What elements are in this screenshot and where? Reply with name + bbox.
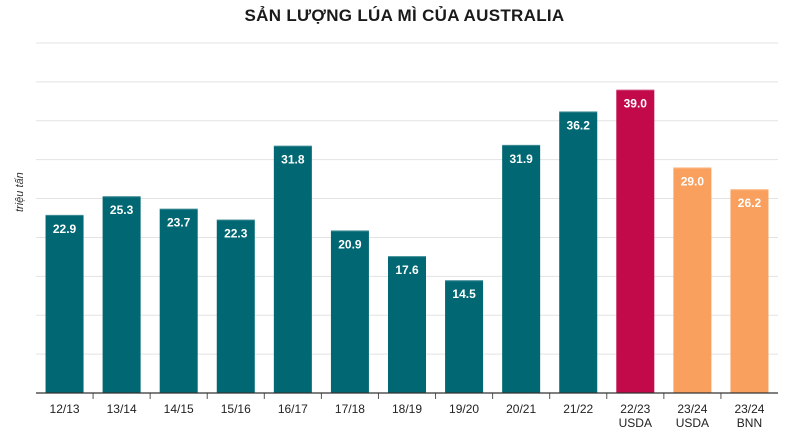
data-label: 17.6: [395, 263, 419, 277]
x-tick-label: USDA: [619, 416, 652, 430]
bar: [273, 145, 312, 393]
x-tick-label: 18/19: [392, 402, 422, 416]
data-label: 25.3: [110, 203, 134, 217]
x-tick-label: 21/22: [563, 402, 593, 416]
x-tick-label: 17/18: [335, 402, 365, 416]
data-label: 26.2: [738, 196, 762, 210]
bar: [673, 167, 712, 393]
x-tick-label: 15/16: [221, 402, 251, 416]
bar: [388, 256, 426, 393]
data-label: 31.8: [281, 153, 305, 167]
x-tick-label: 16/17: [278, 402, 308, 416]
bar: [330, 230, 369, 393]
bar: [159, 208, 198, 393]
x-tick-label: 22/23: [620, 402, 650, 416]
bar: [102, 196, 141, 393]
chart-title: SẢN LƯỢNG LÚA MÌ CỦA AUSTRALIA: [244, 6, 565, 25]
bar: [216, 219, 255, 393]
x-tick-label: 13/14: [107, 402, 137, 416]
data-label: 23.7: [167, 216, 191, 230]
bar: [445, 280, 484, 393]
data-label: 22.9: [53, 222, 77, 236]
bar: [502, 144, 541, 393]
data-label: 22.3: [224, 227, 248, 241]
bar: [45, 214, 84, 393]
x-tick-label: 20/21: [506, 402, 536, 416]
data-label: 31.9: [509, 152, 533, 166]
x-tick-label: 14/15: [164, 402, 194, 416]
x-tick-label: USDA: [676, 416, 709, 430]
x-tick-label: 19/20: [449, 402, 479, 416]
x-tick-label: 23/24: [734, 402, 764, 416]
bar: [559, 111, 598, 393]
data-label: 39.0: [624, 97, 648, 111]
x-tick-label: 12/13: [50, 402, 80, 416]
data-label: 20.9: [338, 237, 362, 251]
bar: [730, 189, 769, 393]
data-label: 29.0: [681, 174, 705, 188]
data-label: 14.5: [452, 287, 476, 301]
bar: [616, 89, 655, 394]
x-tick-label: BNN: [737, 416, 762, 430]
x-tick-label: 23/24: [677, 402, 707, 416]
data-label: 36.2: [567, 118, 591, 132]
